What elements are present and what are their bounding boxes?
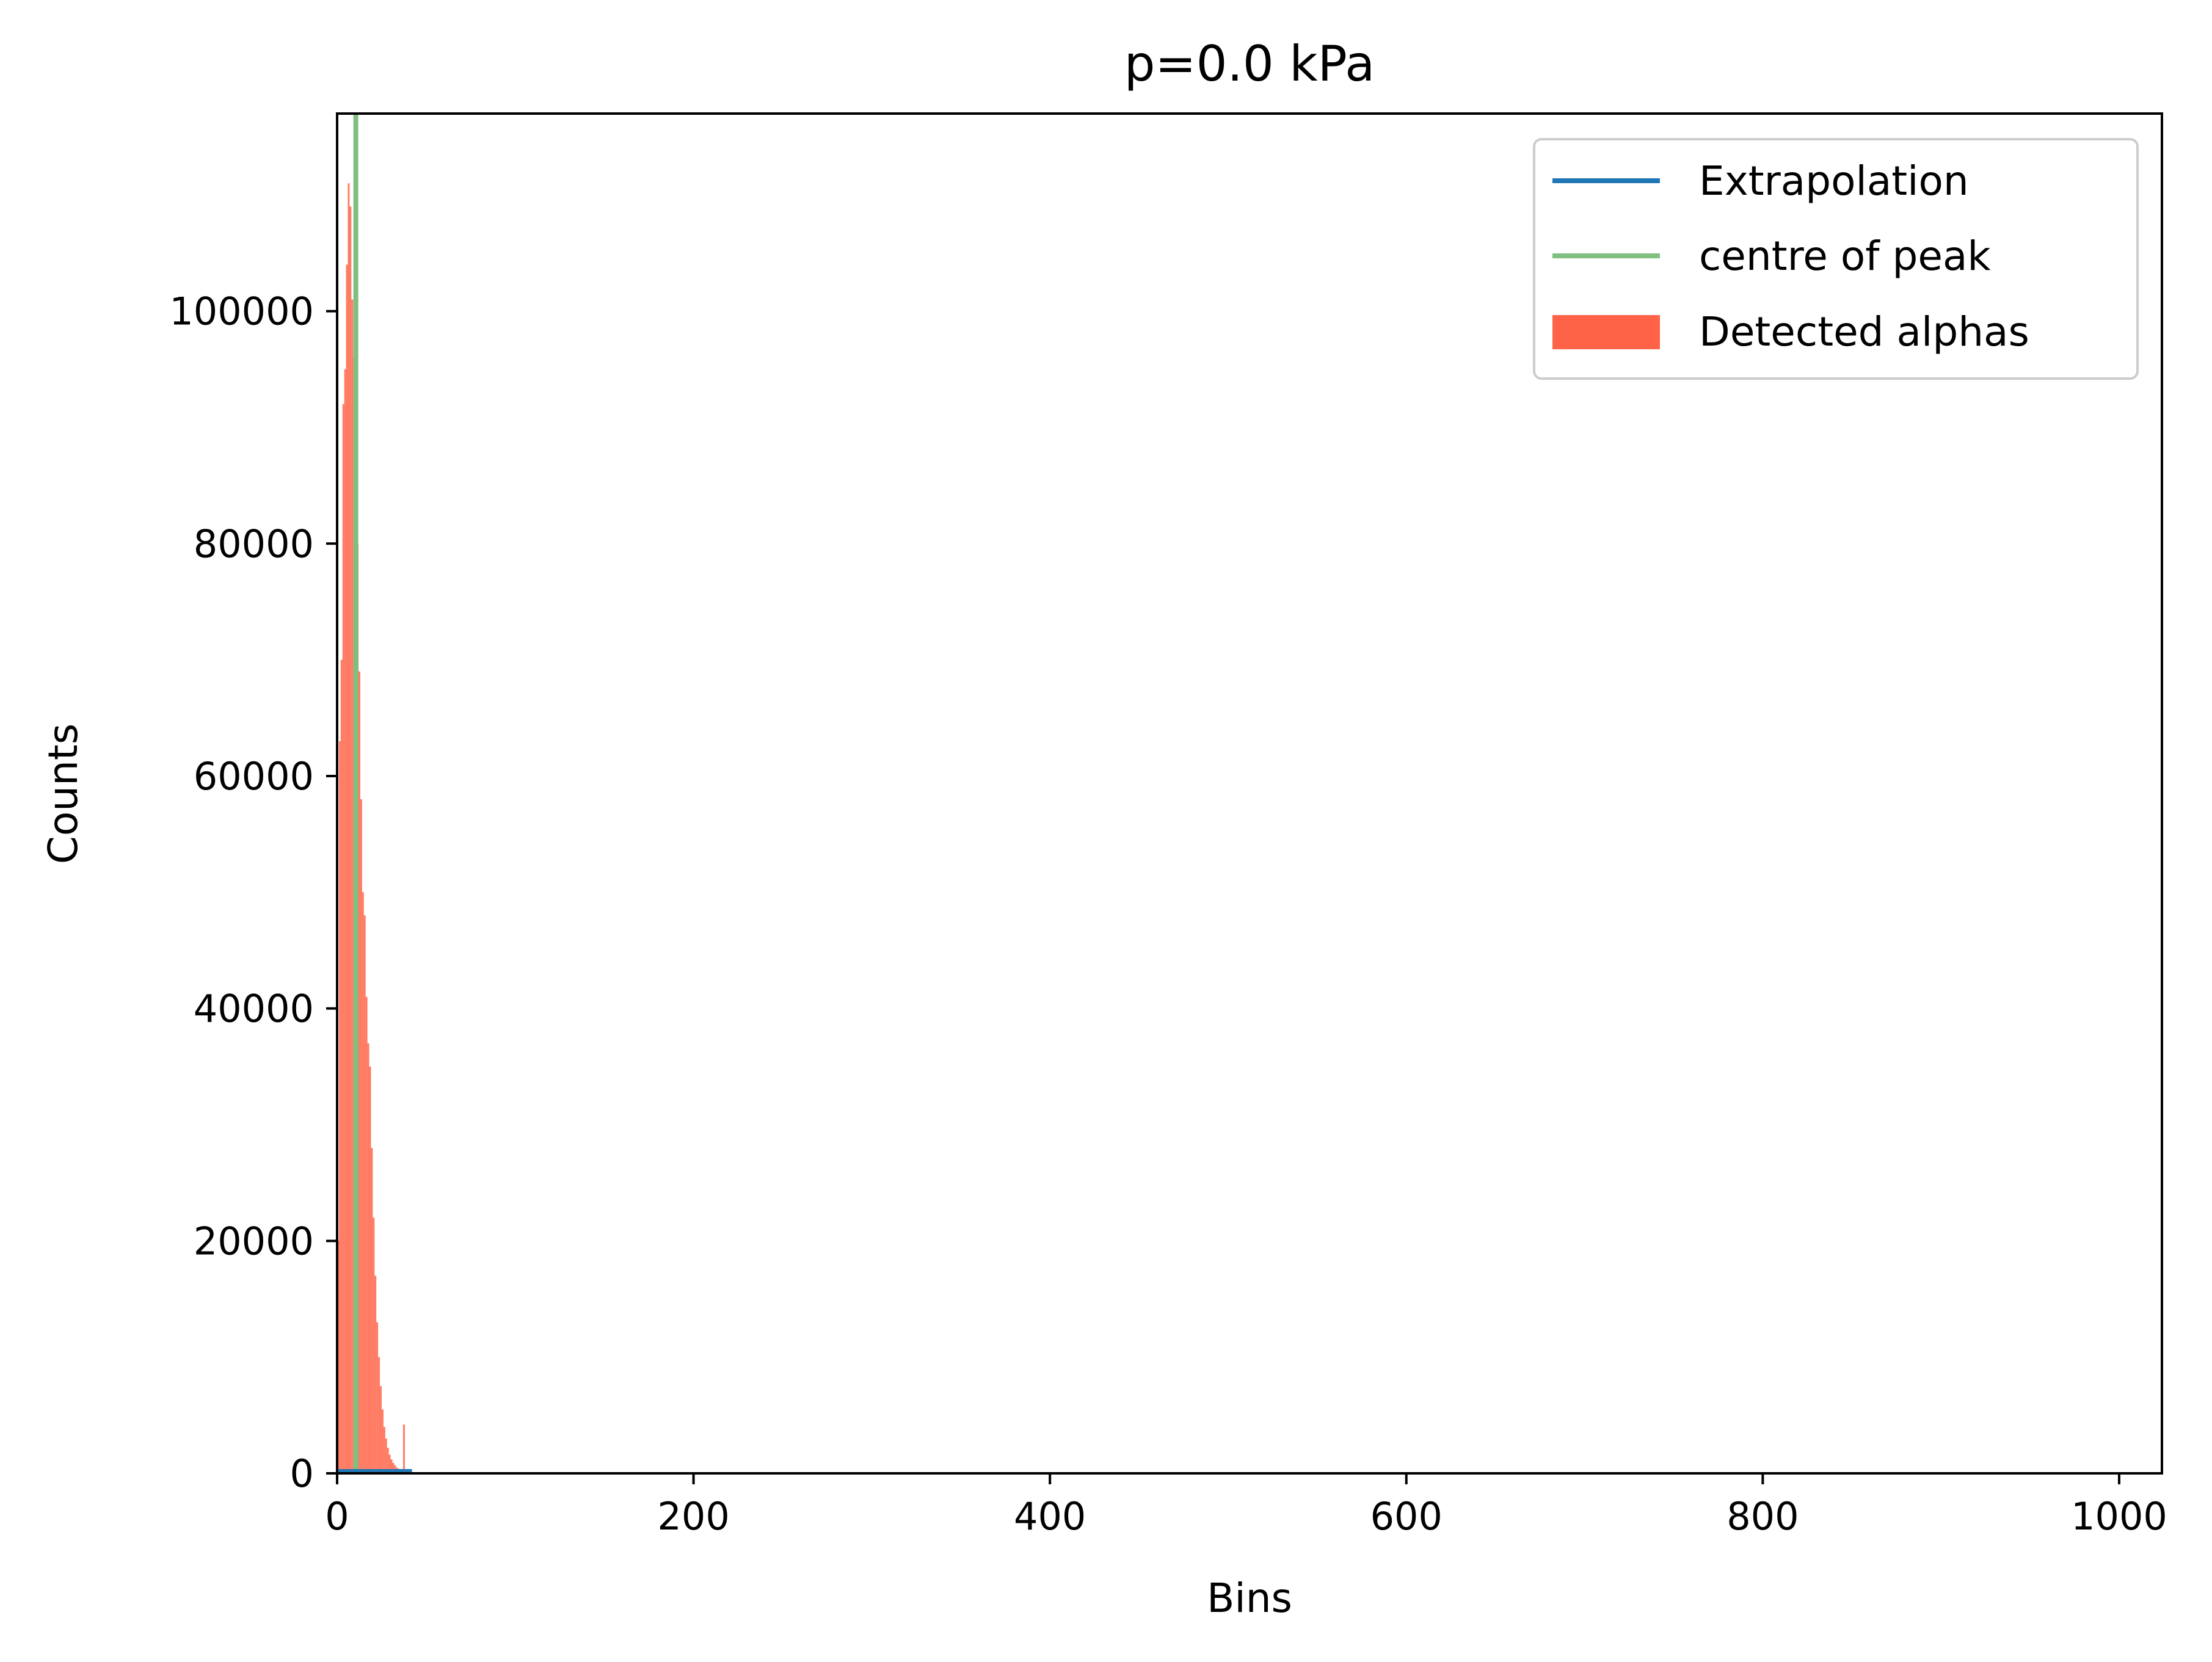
y-ticks: 0 20000 40000 60000 80000 100000 <box>169 289 337 1496</box>
histogram-bar <box>373 1217 375 1473</box>
histogram-bar <box>342 404 344 1473</box>
histogram-bar <box>347 183 350 1474</box>
legend-label-extrapolation: Extrapolation <box>1699 158 1969 205</box>
histogram-bar <box>376 1322 379 1473</box>
x-ticks: 0 200 400 600 800 1000 <box>325 1473 2167 1539</box>
chart-title: p=0.0 kPa <box>1124 35 1375 92</box>
histogram-bar <box>346 264 348 1473</box>
histogram-bar <box>387 1448 389 1473</box>
histogram-bar <box>378 1357 380 1473</box>
legend-box <box>1533 138 2139 380</box>
y-axis-label: Counts <box>40 724 87 864</box>
histogram-bar <box>362 892 364 1473</box>
legend-label-centre-of-peak: centre of peak <box>1699 233 1991 280</box>
histogram-bar <box>388 1454 391 1473</box>
histogram-bar <box>338 741 341 1473</box>
histogram-bar <box>390 1459 393 1473</box>
histogram-bar <box>369 1066 371 1473</box>
histogram-bar <box>340 659 343 1473</box>
x-tick-label: 600 <box>1370 1494 1443 1539</box>
histogram-bar <box>363 915 366 1473</box>
lines-layer <box>337 114 412 1474</box>
y-tick-label: 100000 <box>169 289 314 334</box>
histogram-bar <box>381 1409 384 1473</box>
histogram-bar <box>380 1386 382 1473</box>
legend-label-detected-alphas: Detected alphas <box>1699 308 2029 355</box>
histogram-bar <box>349 206 352 1474</box>
y-tick-label: 60000 <box>194 754 314 799</box>
histogram-bar <box>351 299 354 1473</box>
histogram-bar <box>360 799 362 1473</box>
legend: Extrapolation centre of peak Detected al… <box>1533 138 2139 380</box>
x-tick-label: 0 <box>325 1494 349 1539</box>
y-tick-label: 40000 <box>194 987 314 1031</box>
histogram-bar <box>402 1424 405 1473</box>
x-tick-label: 800 <box>1726 1494 1799 1539</box>
y-tick-label: 0 <box>290 1451 314 1496</box>
histogram-bar <box>385 1438 387 1473</box>
histogram-bar <box>383 1426 385 1473</box>
y-tick-label: 80000 <box>194 521 314 566</box>
histogram-bar <box>358 671 360 1473</box>
histogram-bar <box>374 1276 377 1473</box>
x-tick-label: 400 <box>1014 1494 1086 1539</box>
x-tick-label: 200 <box>657 1494 729 1539</box>
histogram-bar <box>392 1462 395 1473</box>
histogram-bar <box>365 996 368 1473</box>
y-tick-label: 20000 <box>194 1219 314 1263</box>
plot-frame <box>336 112 2163 1475</box>
x-tick-label: 1000 <box>2071 1494 2167 1539</box>
histogram-bar <box>367 1043 369 1473</box>
x-axis-label: Bins <box>1207 1575 1292 1622</box>
histogram-bar <box>344 369 346 1473</box>
histogram-bar <box>371 1148 373 1473</box>
legend-swatch-detected-alphas <box>1552 315 1660 349</box>
